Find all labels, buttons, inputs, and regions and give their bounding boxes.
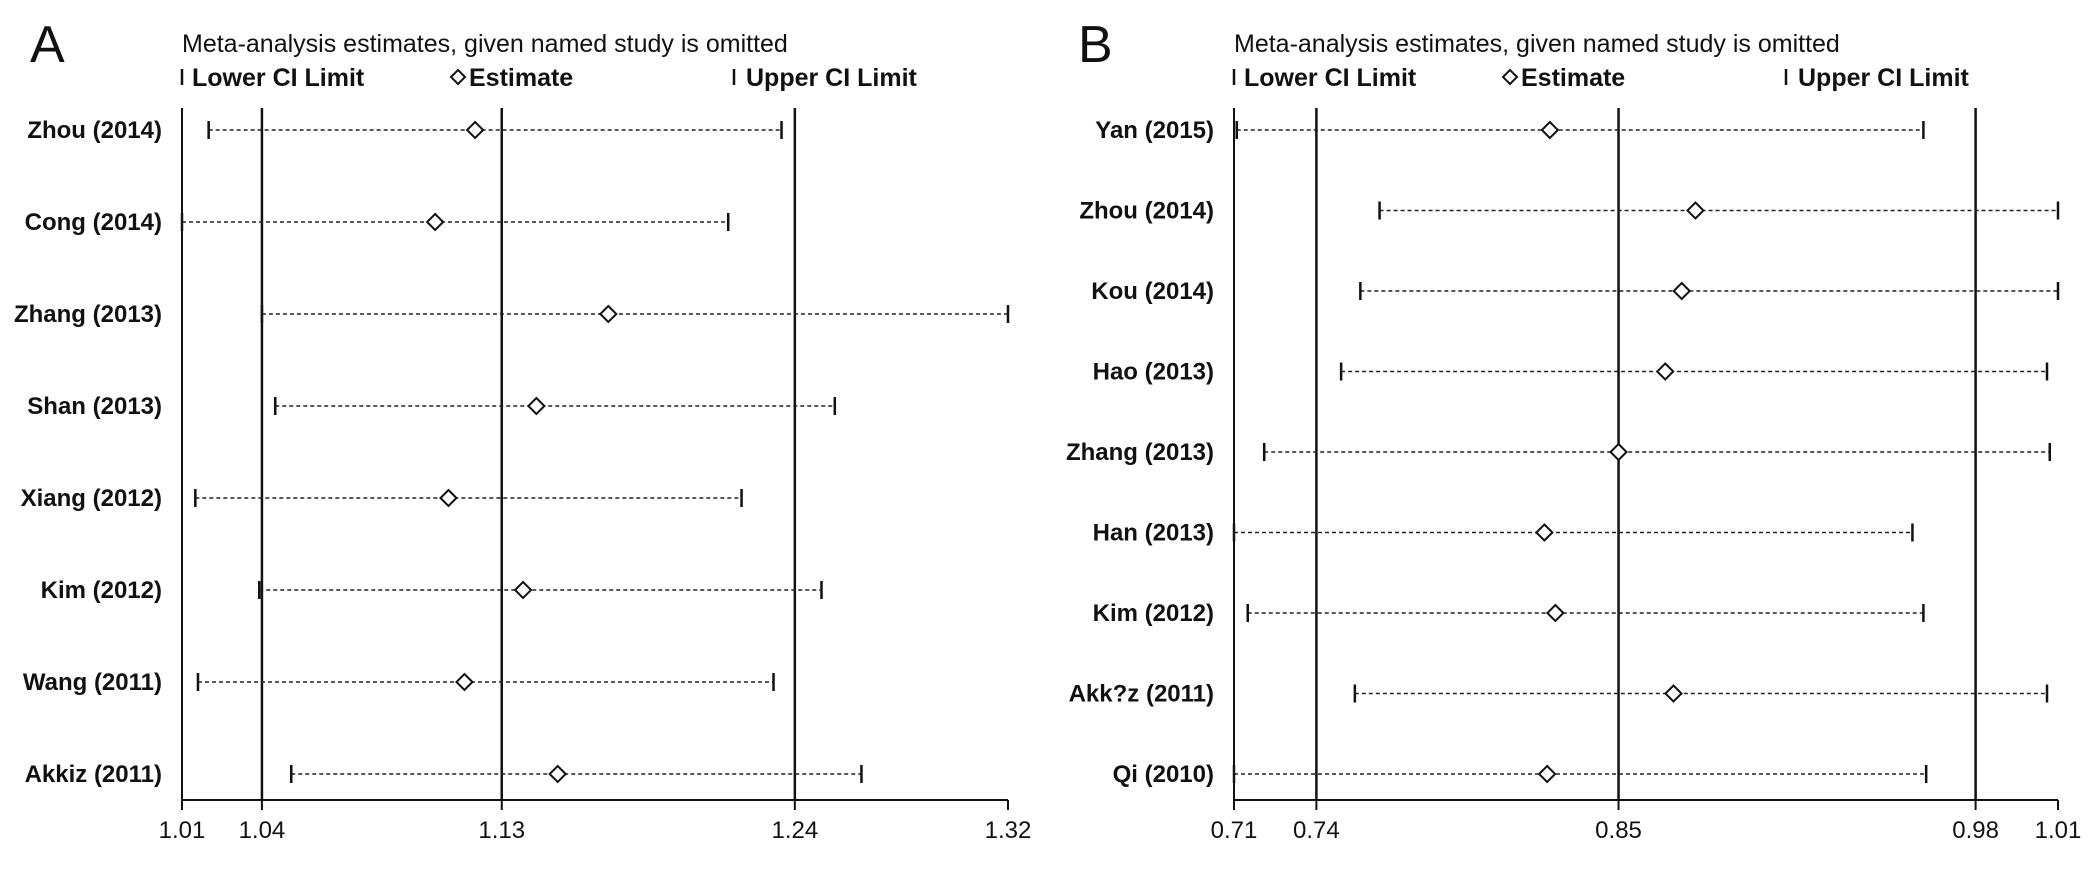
panel-a-x-tick-label: 1.24 — [771, 817, 818, 844]
panel-a-study-label: Cong (2014) — [25, 209, 162, 236]
panel-b-legend-lower: Lower CI Limit — [1244, 64, 1417, 92]
panel-b-study-row: Yan (2015) — [1095, 117, 1925, 144]
panel-a-study-label: Xiang (2012) — [21, 485, 162, 512]
panel-b-legend-estimate: Estimate — [1521, 64, 1625, 92]
panel-a-x-tick-label: 1.32 — [985, 817, 1032, 844]
panel-a-study-label: Shan (2013) — [27, 393, 162, 420]
panel-a-x-tick-label: 1.01 — [159, 817, 206, 844]
panel-a-legend-estimate: Estimate — [469, 64, 573, 92]
panel-a-study-row: Zhou (2014) — [27, 117, 783, 144]
panel-b-study-label: Zhang (2013) — [1066, 439, 1214, 466]
panel-b-study-label: Akk?z (2011) — [1069, 681, 1214, 708]
panel-b-estimate-marker — [1609, 442, 1628, 462]
panel-a-study-label: Akkiz (2011) — [25, 761, 162, 788]
panel-b-x-tick-label: 0.74 — [1293, 817, 1340, 844]
panel-a-x-tick-label: 1.13 — [478, 817, 525, 844]
panel-a: A Meta-analysis estimates, given named s… — [14, 16, 1031, 844]
panel-a-study-row: Shan (2013) — [27, 393, 837, 420]
panel-a-estimate-marker — [455, 672, 474, 692]
panel-a-study-label: Zhou (2014) — [27, 117, 162, 144]
panel-a-legend-upper: Upper CI Limit — [746, 64, 918, 92]
panel-b-x-tick-label: 0.85 — [1595, 817, 1642, 844]
panel-b-study-label: Zhou (2014) — [1079, 198, 1214, 225]
panel-b-study-row: Kim (2012) — [1093, 600, 1925, 627]
panel-b-study-label: Yan (2015) — [1095, 117, 1214, 144]
panel-b-estimate-marker — [1655, 362, 1675, 381]
panel-b-legend-estimate-marker — [1501, 68, 1519, 86]
panel-b-legend-upper: Upper CI Limit — [1798, 64, 1970, 92]
panel-b-study-row: Zhou (2014) — [1079, 198, 2060, 225]
panel-a-study-row: Zhang (2013) — [14, 301, 1010, 328]
panel-a-study-label: Wang (2011) — [23, 669, 162, 696]
panel-b-study-row: Hao (2013) — [1093, 359, 2049, 386]
panel-a-letter: A — [30, 16, 65, 74]
panel-b-study-row: Han (2013) — [1093, 520, 1914, 547]
panel-b-study-label: Qi (2010) — [1113, 761, 1214, 788]
panel-a-estimate-marker — [425, 212, 445, 232]
panel-a-estimate-marker — [513, 580, 533, 600]
panel-a-study-row: Wang (2011) — [23, 669, 775, 696]
panel-a-study-row: Akkiz (2011) — [25, 761, 863, 788]
panel-b-estimate-marker — [1537, 764, 1557, 784]
panel-b-x-tick-label: 1.01 — [2035, 817, 2082, 844]
panel-a-study-row: Xiang (2012) — [21, 485, 743, 512]
panel-b-estimate-marker — [1664, 684, 1683, 703]
panel-b-title: Meta-analysis estimates, given named stu… — [1234, 30, 1840, 58]
panel-a-study-label: Kim (2012) — [41, 577, 162, 604]
panel-a-estimate-marker — [526, 396, 546, 416]
panel-b-study-row: Akk?z (2011) — [1069, 681, 2049, 708]
panel-a-estimate-marker — [598, 304, 618, 324]
panel-a-legend-lower: Lower CI Limit — [192, 64, 365, 92]
panel-b-estimate-marker — [1540, 120, 1560, 140]
panel-b-estimate-marker — [1672, 281, 1692, 301]
panel-b-study-label: Hao (2013) — [1093, 359, 1214, 386]
panel-b: B Meta-analysis estimates, given named s… — [1066, 16, 2081, 844]
panel-b-letter: B — [1078, 16, 1113, 74]
panel-a-estimate-marker — [439, 488, 458, 508]
panel-b-study-row: Qi (2010) — [1113, 761, 1928, 788]
panel-a-study-label: Zhang (2013) — [14, 301, 162, 328]
panel-b-plot: 0.71 0.74 0.85 0.98 1.01 Yan (2015) Zhou (2014… — [1066, 108, 2081, 844]
panel-b-x-tick-label: 0.71 — [1211, 817, 1258, 844]
panel-a-estimate-marker — [465, 120, 485, 140]
panel-a-x-tick-label: 1.04 — [239, 817, 286, 844]
panel-b-study-label: Kou (2014) — [1091, 278, 1214, 305]
panel-a-study-row: Cong (2014) — [25, 209, 730, 236]
panel-b-study-label: Han (2013) — [1093, 520, 1214, 547]
panel-a-title: Meta-analysis estimates, given named stu… — [182, 30, 788, 58]
panel-a-legend-estimate-marker — [449, 68, 467, 86]
panel-b-estimate-marker — [1686, 201, 1705, 220]
panel-b-estimate-marker — [1534, 523, 1554, 542]
panel-a-plot: 1.01 1.04 1.13 1.24 1.32 Zhou (2014) Cong (201… — [14, 108, 1031, 844]
panel-b-study-label: Kim (2012) — [1093, 600, 1214, 627]
panel-a-estimate-marker — [548, 764, 568, 784]
panel-b-x-tick-label: 0.98 — [1952, 817, 1999, 844]
panel-b-study-row: Zhang (2013) — [1066, 439, 2052, 466]
panel-b-study-row: Kou (2014) — [1091, 278, 2060, 305]
panel-b-estimate-marker — [1545, 603, 1565, 623]
panel-a-study-row: Kim (2012) — [41, 577, 823, 604]
